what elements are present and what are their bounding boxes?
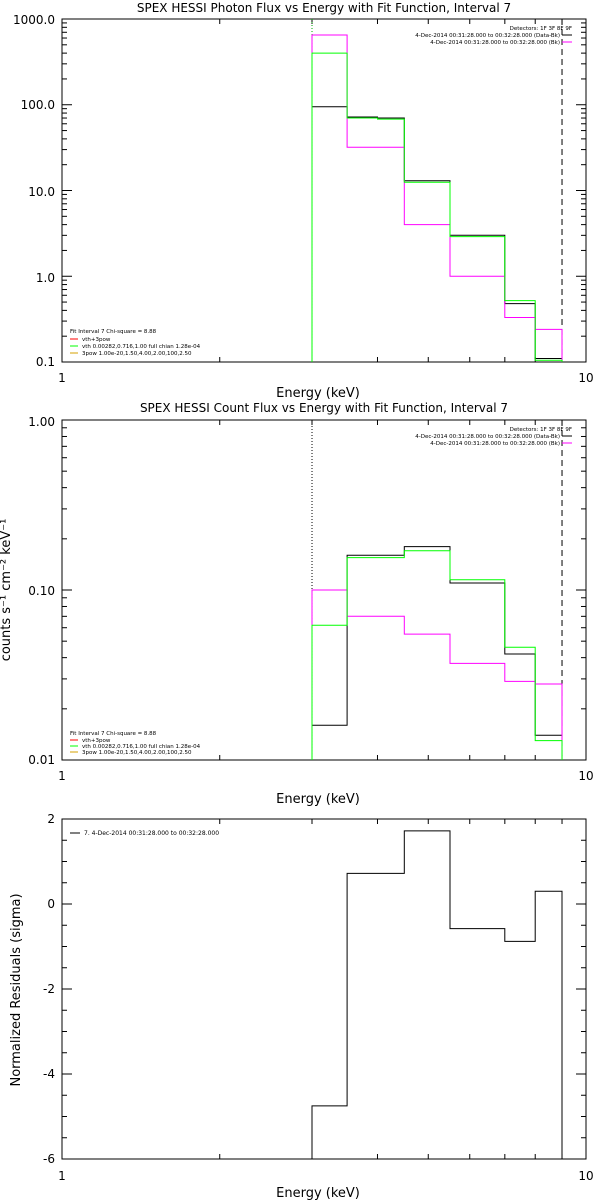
- legend-entry: 4-Dec-2014 00:31:28.000 to 00:32:28.000 …: [430, 441, 560, 447]
- series-line: [311, 52, 563, 362]
- series-group: [311, 830, 563, 1159]
- legend: Detectors: 1F 3F 8F 9F 4-Dec-2014 00:31:…: [415, 26, 572, 46]
- y-tick-label: 1.0: [36, 271, 55, 285]
- x-tick-label: 10: [578, 769, 593, 783]
- fit-entry: 3pow 1.00e-20,1.50,4.00,2.00,100,2.50: [82, 750, 192, 756]
- legend-entry: 4-Dec-2014 00:31:28.000 to 00:32:28.000 …: [415, 434, 560, 440]
- y-tick-label: -6: [43, 1152, 55, 1166]
- fit-legend: Fit Interval 7 Chi-square = 8.88 vth+3po…: [70, 731, 201, 756]
- panel-photon-flux: SPEX HESSI Photon Flux vs Energy with Fi…: [13, 1, 594, 401]
- fit-entry: vth 0.00282,0.716,1.00 full chian 1.28e-…: [82, 744, 201, 750]
- legend-entry: 7. 4-Dec-2014 00:31:28.000 to 00:32:28.0…: [84, 830, 219, 837]
- chart-title: SPEX HESSI Photon Flux vs Energy with Fi…: [137, 1, 511, 15]
- x-tick-label: 1: [58, 371, 66, 385]
- plot-frame: [61, 18, 587, 363]
- series-group: [311, 546, 563, 760]
- x-tick-label: 10: [578, 371, 593, 385]
- fit-header: Fit Interval 7 Chi-square = 8.88: [70, 329, 157, 335]
- y-tick-label: -2: [43, 982, 55, 996]
- fit-entry: vth 0.00282,0.716,1.00 full chian 1.28e-…: [82, 344, 201, 350]
- y-axis-label: counts s⁻¹ cm⁻² keV⁻¹: [0, 519, 14, 662]
- legend-entry: 4-Dec-2014 00:31:28.000 to 00:32:28.000 …: [430, 40, 560, 46]
- y-tick-label: 100.0: [21, 98, 55, 112]
- legend-header: Detectors: 1F 3F 8F 9F: [510, 427, 572, 433]
- legend-header: Detectors: 1F 3F 8F 9F: [510, 26, 572, 32]
- fit-entry: vth+3pow: [82, 738, 111, 744]
- y-tick-labels: -6 -4 -2 0 2: [43, 812, 55, 1166]
- panel-count-flux: SPEX HESSI Count Flux vs Energy with Fit…: [0, 401, 594, 807]
- series-line: [311, 550, 563, 760]
- series-line: [311, 106, 563, 362]
- x-tick-label: 10: [578, 1169, 593, 1183]
- y-tick-label: 1000.0: [13, 13, 55, 27]
- y-tick-labels: 0.01 0.10 1.00: [28, 415, 55, 767]
- y-tick-label: 0: [47, 897, 55, 911]
- y-tick-label: -4: [43, 1067, 55, 1081]
- y-tick-label: 10.0: [28, 185, 55, 199]
- series-line: [311, 34, 563, 362]
- panel-residuals: -6 -4 -2 0 2 1 10 Energy (keV) Normalize…: [9, 812, 594, 1200]
- x-axis-label: Energy (keV): [276, 386, 360, 401]
- x-axis-label: Energy (keV): [276, 1186, 360, 1200]
- y-tick-label: 1.00: [28, 415, 55, 429]
- y-axis-label: Normalized Residuals (sigma): [9, 893, 24, 1086]
- plot-frame: [61, 818, 587, 1160]
- fit-legend: Fit Interval 7 Chi-square = 8.88 vth+3po…: [70, 329, 201, 357]
- legend: Detectors: 1F 3F 8F 9F 4-Dec-2014 00:31:…: [415, 427, 572, 447]
- y-tick-labels: 0.1 1.0 10.0 100.0 1000.0: [13, 13, 55, 369]
- y-tick-label: 2: [47, 812, 55, 826]
- y-tick-label: 0.1: [36, 355, 55, 369]
- x-tick-label: 1: [58, 769, 66, 783]
- legend: 7. 4-Dec-2014 00:31:28.000 to 00:32:28.0…: [70, 830, 219, 837]
- chart-title: SPEX HESSI Count Flux vs Energy with Fit…: [140, 401, 508, 415]
- fit-header: Fit Interval 7 Chi-square = 8.88: [70, 731, 157, 737]
- x-tick-label: 1: [58, 1169, 66, 1183]
- fit-entry: 3pow 1.00e-20,1.50,4.00,2.00,100,2.50: [82, 351, 192, 357]
- series-line: [311, 546, 563, 760]
- y-tick-label: 0.01: [28, 753, 55, 767]
- series-line: [311, 830, 563, 1159]
- series-group: [311, 34, 563, 362]
- x-axis-label: Energy (keV): [276, 792, 360, 807]
- series-line: [311, 589, 563, 760]
- y-tick-label: 0.10: [28, 584, 55, 598]
- fit-entry: vth+3pow: [82, 337, 111, 343]
- legend-entry: 4-Dec-2014 00:31:28.000 to 00:32:28.000 …: [415, 33, 560, 39]
